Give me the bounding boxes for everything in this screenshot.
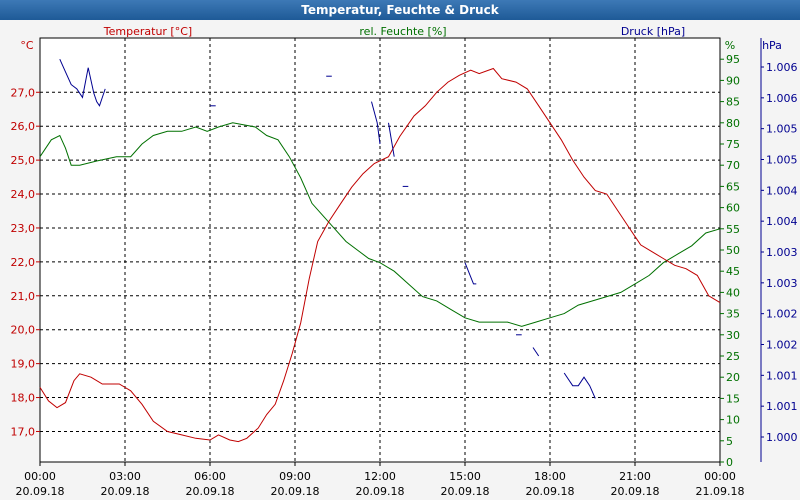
right1-axis-label: rel. Feuchte [%]	[359, 25, 446, 38]
right1-tick-label: 90	[726, 74, 740, 87]
right1-tick-label: 10	[726, 414, 740, 427]
x-tick-label-date: 20.09.18	[441, 485, 490, 498]
left-tick-label: 19,0	[11, 358, 36, 371]
right1-tick-label: 80	[726, 117, 740, 130]
left-tick-label: 21,0	[11, 290, 36, 303]
right2-tick-label: 1.000	[766, 431, 798, 444]
left-tick-label: 25,0	[11, 154, 36, 167]
x-tick-label-time: 09:00	[279, 470, 311, 483]
x-tick-label-time: 21:00	[619, 470, 651, 483]
right1-tick-label: 35	[726, 308, 740, 321]
right1-tick-label: 40	[726, 286, 740, 299]
right2-tick-label: 1.006	[766, 92, 798, 105]
right1-tick-label: 75	[726, 138, 740, 151]
right2-axis-unit: hPa	[762, 39, 782, 52]
series	[39, 58, 721, 443]
right1-tick-label: 5	[726, 435, 733, 448]
right1-tick-label: 15	[726, 392, 740, 405]
right2-tick-label: 1.003	[766, 277, 798, 290]
right2-tick-label: 1.004	[766, 184, 798, 197]
right1-tick-label: 25	[726, 350, 740, 363]
right2-tick-label: 1.001	[766, 400, 798, 413]
left-axis-label: Temperatur [°C]	[103, 25, 192, 38]
right2-tick-label: 1.003	[766, 246, 798, 259]
right2-axis-label: Druck [hPa]	[621, 25, 685, 38]
x-tick-label-date: 20.09.18	[186, 485, 235, 498]
right2-tick-label: 1.002	[766, 339, 798, 352]
x-tick-label-time: 00:00	[24, 470, 56, 483]
left-tick-label: 20,0	[11, 324, 36, 337]
x-tick-label-time: 00:00	[704, 470, 736, 483]
x-tick-label-date: 20.09.18	[16, 485, 65, 498]
left-tick-label: 24,0	[11, 188, 36, 201]
window-title: Temperatur, Feuchte & Druck	[0, 0, 800, 20]
left-tick-label: 26,0	[11, 120, 36, 133]
x-tick-label-date: 20.09.18	[356, 485, 405, 498]
left-tick-label: 17,0	[11, 425, 36, 438]
right1-tick-label: 65	[726, 180, 740, 193]
right1-tick-label: 30	[726, 329, 740, 342]
series-line-pressure	[532, 347, 540, 357]
right1-tick-label: 45	[726, 265, 740, 278]
x-tick-label-date: 20.09.18	[526, 485, 575, 498]
x-tick-label-time: 06:00	[194, 470, 226, 483]
series-line-pressure	[464, 262, 477, 285]
series-line-humidity	[39, 122, 721, 327]
right1-tick-label: 85	[726, 96, 740, 109]
series-line-pressure	[563, 372, 596, 399]
right1-tick-label: 20	[726, 371, 740, 384]
series-line-temperature	[39, 67, 721, 443]
right1-axis-unit: %	[725, 39, 735, 52]
x-tick-label-date: 21.09.18	[696, 485, 745, 498]
x-tick-label-time: 18:00	[534, 470, 566, 483]
x-tick-label-time: 15:00	[449, 470, 481, 483]
right1-tick-label: 50	[726, 244, 740, 257]
right2-tick-label: 1.005	[766, 154, 798, 167]
left-tick-label: 22,0	[11, 256, 36, 269]
series-line-pressure	[371, 101, 381, 145]
right2-tick-label: 1.006	[766, 61, 798, 74]
right1-tick-label: 60	[726, 202, 740, 215]
series-line-pressure	[59, 58, 106, 107]
axes: 00:00 20.09.18 03:00 20.09.18 06:00 20.09.18 0…	[11, 38, 798, 498]
right2-tick-label: 1.001	[766, 369, 798, 382]
right1-tick-label: 95	[726, 53, 740, 66]
left-tick-label: 27,0	[11, 86, 36, 99]
x-tick-label-time: 12:00	[364, 470, 396, 483]
x-tick-label-time: 03:00	[109, 470, 141, 483]
right1-tick-label: 0	[726, 456, 733, 469]
x-tick-label-date: 20.09.18	[611, 485, 660, 498]
right2-tick-label: 1.004	[766, 215, 798, 228]
left-axis-unit: °C	[20, 39, 34, 52]
x-tick-label-date: 20.09.18	[101, 485, 150, 498]
right2-tick-label: 1.002	[766, 308, 798, 321]
right1-tick-label: 70	[726, 159, 740, 172]
x-tick-label-date: 20.09.18	[271, 485, 320, 498]
right2-tick-label: 1.005	[766, 123, 798, 136]
series-line-pressure	[388, 122, 395, 157]
right1-tick-label: 55	[726, 223, 740, 236]
left-tick-label: 23,0	[11, 222, 36, 235]
left-tick-label: 18,0	[11, 392, 36, 405]
